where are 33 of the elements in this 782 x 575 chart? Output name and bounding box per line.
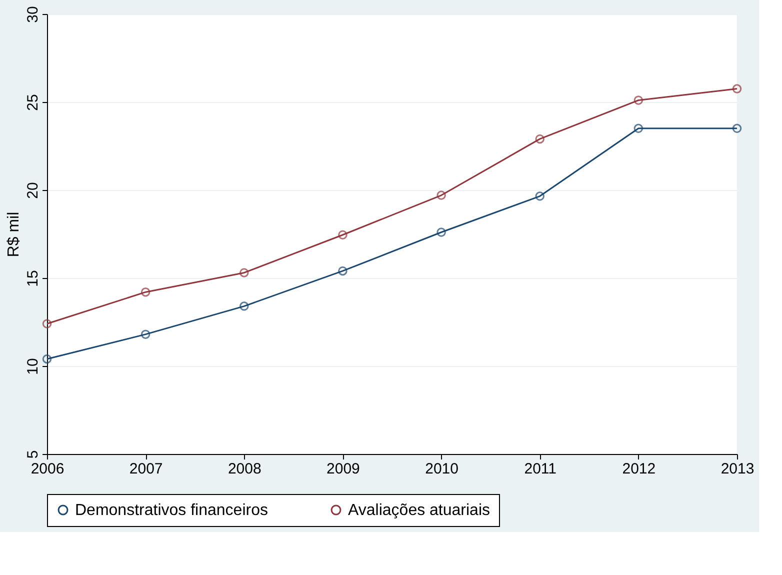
y-tick-label: 10	[24, 358, 42, 375]
y-tick-label: 30	[24, 6, 42, 23]
point	[140, 330, 150, 339]
point	[732, 124, 742, 134]
x-tick-label: 2009	[326, 460, 360, 478]
x-tick-label: 2011	[524, 460, 556, 478]
legend-label: Avaliações atuariais	[348, 502, 490, 519]
point	[140, 287, 150, 297]
point	[338, 266, 348, 276]
point	[436, 190, 446, 200]
x-tick-label: 2007	[129, 460, 163, 478]
point	[634, 124, 644, 134]
point	[42, 319, 52, 328]
point	[436, 228, 446, 237]
x-tick-label: 2010	[425, 460, 458, 478]
point	[732, 84, 742, 94]
x-tick-label: 2012	[622, 460, 656, 478]
x-tick-label: 2008	[228, 460, 262, 478]
x-tick-label: 2006	[30, 460, 64, 478]
x-tick-label: 2013	[720, 460, 754, 478]
y-tick-label: 20	[24, 182, 42, 199]
y-axis-title: R$ mil	[6, 212, 22, 258]
y-tick-label: 25	[24, 94, 42, 111]
legend-label: Demonstrativos financeiros	[75, 502, 268, 519]
y-tick-label: 15	[24, 270, 42, 287]
point	[240, 268, 249, 278]
point	[240, 302, 249, 311]
point	[535, 134, 544, 144]
point	[42, 354, 52, 364]
point	[634, 96, 644, 105]
point	[338, 230, 348, 240]
point	[535, 192, 544, 201]
y-tick-label: 5	[24, 450, 42, 459]
